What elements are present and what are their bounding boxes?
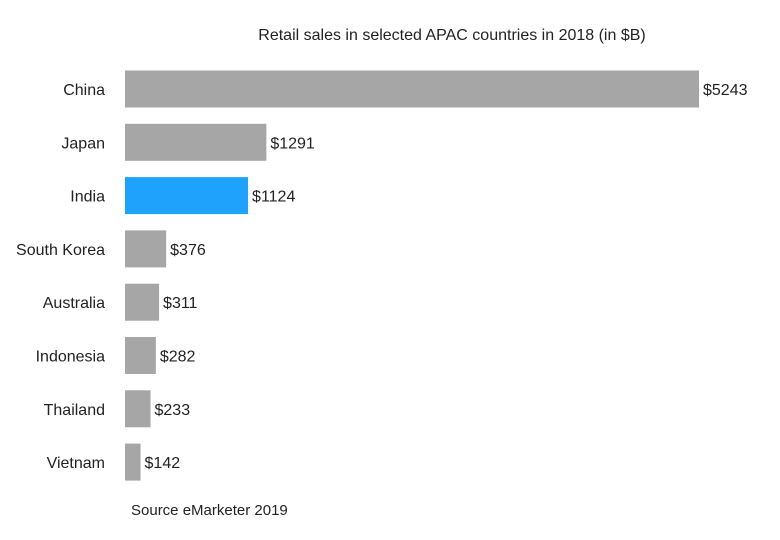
category-label: South Korea: [16, 242, 105, 259]
bar-vietnam: [125, 443, 141, 481]
data-label: $282: [160, 349, 196, 366]
bar-china: [125, 70, 699, 108]
category-label: Australia: [43, 295, 105, 312]
bar-india: [125, 177, 249, 215]
bar-thailand: [125, 390, 151, 428]
bar-australia: [125, 283, 160, 321]
category-label: Thailand: [44, 402, 105, 419]
data-label: $1124: [252, 189, 295, 206]
data-label: $1291: [270, 135, 315, 152]
data-label: $142: [145, 455, 181, 472]
category-label: Japan: [61, 135, 105, 152]
category-label: India: [70, 189, 105, 206]
bar-south-korea: [125, 230, 167, 268]
data-label: $5243: [703, 82, 748, 99]
data-label: $311: [163, 295, 198, 312]
data-label: $233: [155, 402, 191, 419]
category-label: China: [63, 82, 105, 99]
source-note: Source eMarketer 2019: [131, 502, 288, 519]
category-label: Indonesia: [36, 349, 105, 366]
chart-title: Retail sales in selected APAC countries …: [258, 27, 645, 44]
data-label: $376: [170, 242, 206, 259]
category-label: Vietnam: [47, 455, 105, 472]
bar-japan: [125, 123, 267, 161]
bar-indonesia: [125, 337, 156, 374]
